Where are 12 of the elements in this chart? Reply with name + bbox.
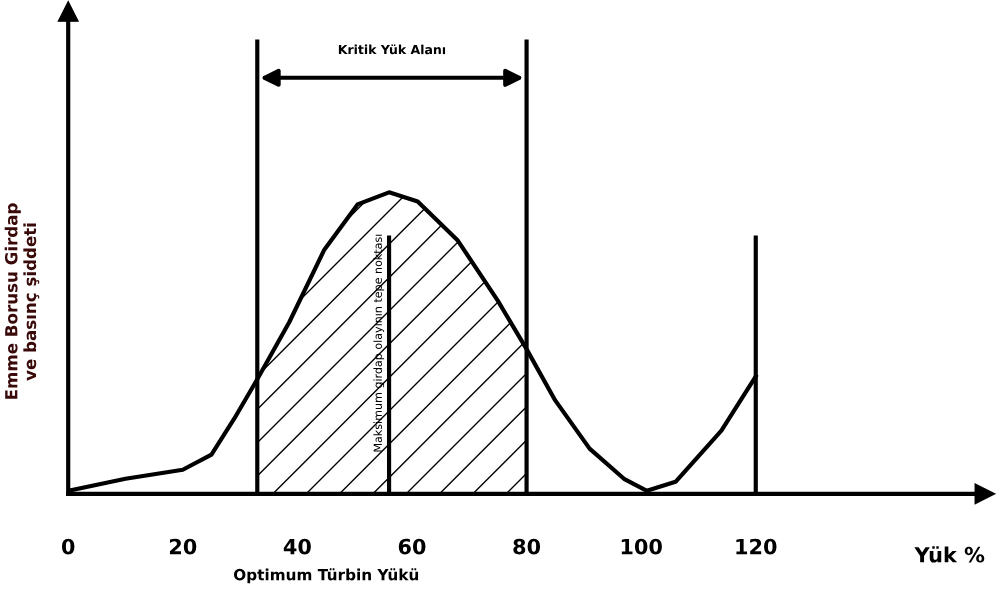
y-axis-title: Emme Borusu Girdap ve basınç şiddeti [4, 203, 40, 399]
x-axis-title: Yük % [914, 546, 985, 563]
text: Optimum Türbin Yükü [233, 568, 419, 584]
x-tick-label: 80 [513, 538, 541, 555]
x-tick-label: 60 [398, 538, 426, 555]
x-tick-label: 100 [621, 538, 662, 555]
x-tick-label: 120 [736, 538, 777, 555]
x-tick-label: 20 [169, 538, 197, 555]
x-tick-label: 40 [283, 538, 311, 555]
x-tick-label: 0 [61, 538, 75, 555]
ref-line-label: Maksimum girdap olayının tepe noktası [373, 234, 385, 452]
band-label: Kritik Yük Alanı [338, 44, 446, 55]
